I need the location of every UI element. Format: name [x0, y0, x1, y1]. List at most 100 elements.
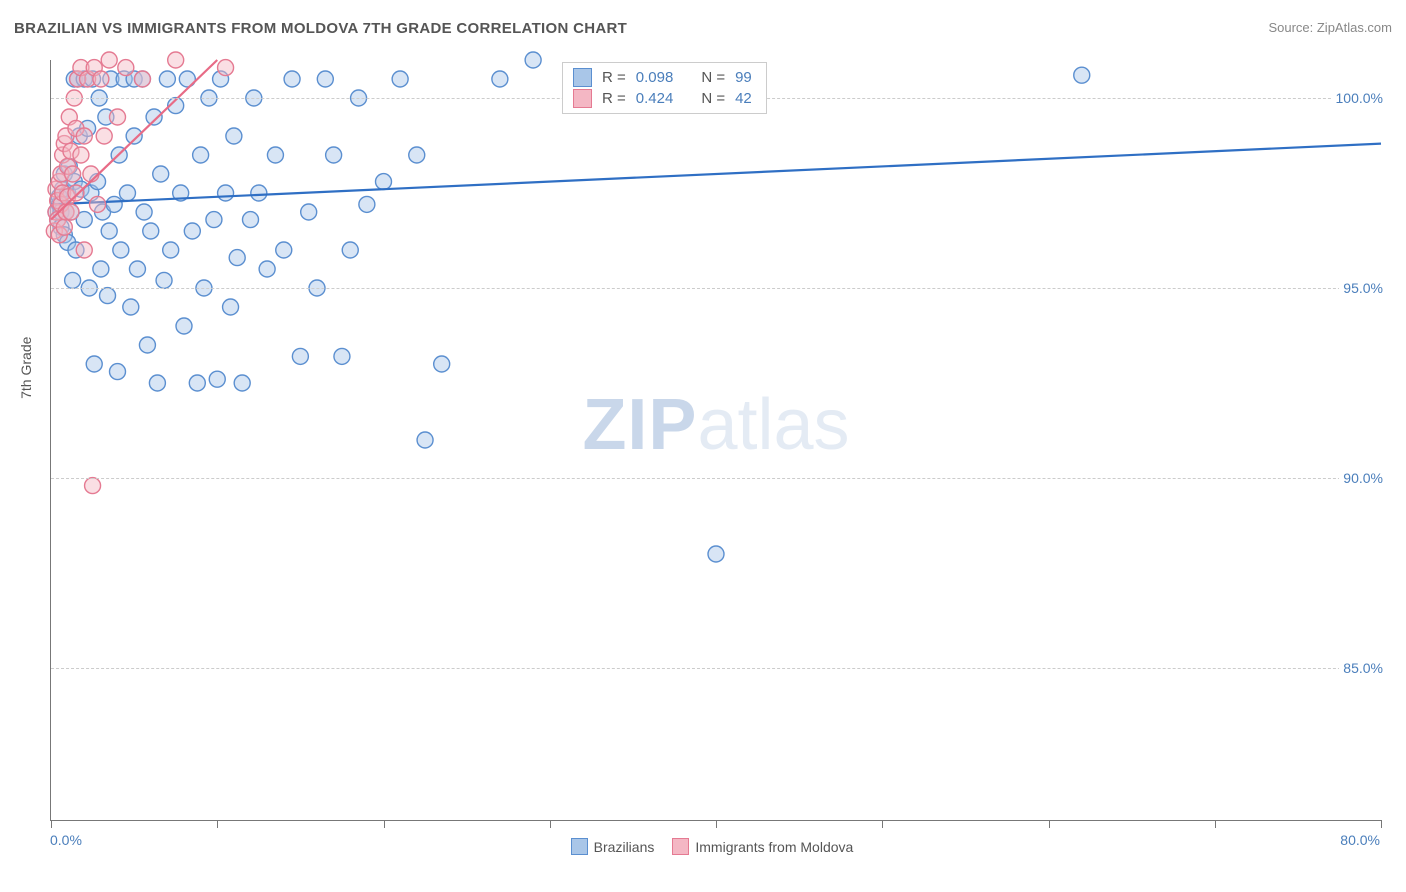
x-tick — [217, 820, 218, 828]
y-tick-label: 85.0% — [1339, 660, 1383, 676]
data-point-brazilians — [123, 299, 139, 315]
data-point-brazilians — [113, 242, 129, 258]
data-point-brazilians — [1074, 67, 1090, 83]
y-tick-label: 90.0% — [1339, 470, 1383, 486]
data-point-brazilians — [259, 261, 275, 277]
n-label: N = — [701, 90, 725, 107]
data-point-moldova — [218, 60, 234, 76]
data-point-brazilians — [209, 371, 225, 387]
data-point-brazilians — [136, 204, 152, 220]
data-point-brazilians — [284, 71, 300, 87]
data-point-brazilians — [392, 71, 408, 87]
r-label: R = — [602, 90, 626, 107]
data-point-brazilians — [226, 128, 242, 144]
n-label: N = — [701, 69, 725, 86]
data-point-brazilians — [525, 52, 541, 68]
data-point-moldova — [96, 128, 112, 144]
legend-stat-row: R = 0.424 N = 42 — [573, 88, 752, 109]
chart-title: BRAZILIAN VS IMMIGRANTS FROM MOLDOVA 7TH… — [14, 20, 627, 37]
data-point-moldova — [134, 71, 150, 87]
data-point-brazilians — [159, 71, 175, 87]
data-point-brazilians — [153, 166, 169, 182]
legend-stat-row: R = 0.098 N = 99 — [573, 67, 752, 88]
data-point-brazilians — [276, 242, 292, 258]
data-point-brazilians — [193, 147, 209, 163]
data-point-brazilians — [409, 147, 425, 163]
data-point-brazilians — [434, 356, 450, 372]
source-name: ZipAtlas.com — [1317, 20, 1392, 35]
data-point-moldova — [85, 478, 101, 494]
x-tick — [1381, 820, 1382, 828]
data-point-brazilians — [126, 128, 142, 144]
data-point-brazilians — [129, 261, 145, 277]
data-point-brazilians — [65, 272, 81, 288]
data-point-moldova — [73, 147, 89, 163]
data-point-moldova — [110, 109, 126, 125]
data-point-moldova — [76, 128, 92, 144]
data-point-brazilians — [139, 337, 155, 353]
legend-label: Immigrants from Moldova — [695, 839, 853, 855]
legend-swatch — [672, 838, 689, 855]
y-tick-label: 100.0% — [1332, 90, 1383, 106]
data-point-brazilians — [317, 71, 333, 87]
gridline — [51, 668, 1381, 669]
legend-swatch — [573, 68, 592, 87]
data-point-brazilians — [234, 375, 250, 391]
data-point-moldova — [93, 71, 109, 87]
x-tick — [1215, 820, 1216, 828]
data-point-brazilians — [119, 185, 135, 201]
y-axis-title: 7th Grade — [18, 337, 34, 399]
legend-swatch — [573, 89, 592, 108]
data-point-brazilians — [149, 375, 165, 391]
y-tick-label: 95.0% — [1339, 280, 1383, 296]
data-point-brazilians — [223, 299, 239, 315]
r-value: 0.424 — [636, 90, 674, 107]
data-point-brazilians — [417, 432, 433, 448]
data-point-brazilians — [206, 212, 222, 228]
data-point-brazilians — [143, 223, 159, 239]
data-point-moldova — [90, 196, 106, 212]
n-value: 42 — [735, 90, 752, 107]
data-point-brazilians — [86, 356, 102, 372]
x-tick — [550, 820, 551, 828]
legend-swatch — [571, 838, 588, 855]
x-tick — [882, 820, 883, 828]
x-tick — [51, 820, 52, 828]
scatter-chart — [51, 60, 1381, 820]
data-point-brazilians — [106, 196, 122, 212]
data-point-brazilians — [110, 364, 126, 380]
gridline — [51, 288, 1381, 289]
data-point-moldova — [68, 185, 84, 201]
data-point-moldova — [118, 60, 134, 76]
plot-area: ZIPatlas 85.0%90.0%95.0%100.0% — [50, 60, 1381, 821]
source-label: Source: — [1268, 20, 1316, 35]
data-point-brazilians — [326, 147, 342, 163]
data-point-brazilians — [146, 109, 162, 125]
data-point-brazilians — [189, 375, 205, 391]
data-point-brazilians — [93, 261, 109, 277]
data-point-brazilians — [251, 185, 267, 201]
data-point-brazilians — [359, 196, 375, 212]
data-point-brazilians — [156, 272, 172, 288]
data-point-moldova — [65, 166, 81, 182]
data-point-moldova — [168, 52, 184, 68]
data-point-brazilians — [243, 212, 259, 228]
data-point-brazilians — [184, 223, 200, 239]
data-point-brazilians — [218, 185, 234, 201]
data-point-brazilians — [708, 546, 724, 562]
r-value: 0.098 — [636, 69, 674, 86]
data-point-brazilians — [301, 204, 317, 220]
x-tick — [384, 820, 385, 828]
data-point-brazilians — [100, 288, 116, 304]
regression-line-brazilians — [51, 144, 1381, 205]
x-tick — [1049, 820, 1050, 828]
data-point-brazilians — [229, 250, 245, 266]
legend-bottom: BraziliansImmigrants from Moldova — [0, 838, 1406, 855]
data-point-brazilians — [163, 242, 179, 258]
n-value: 99 — [735, 69, 752, 86]
r-label: R = — [602, 69, 626, 86]
data-point-brazilians — [101, 223, 117, 239]
data-point-brazilians — [492, 71, 508, 87]
x-tick — [716, 820, 717, 828]
data-point-brazilians — [342, 242, 358, 258]
